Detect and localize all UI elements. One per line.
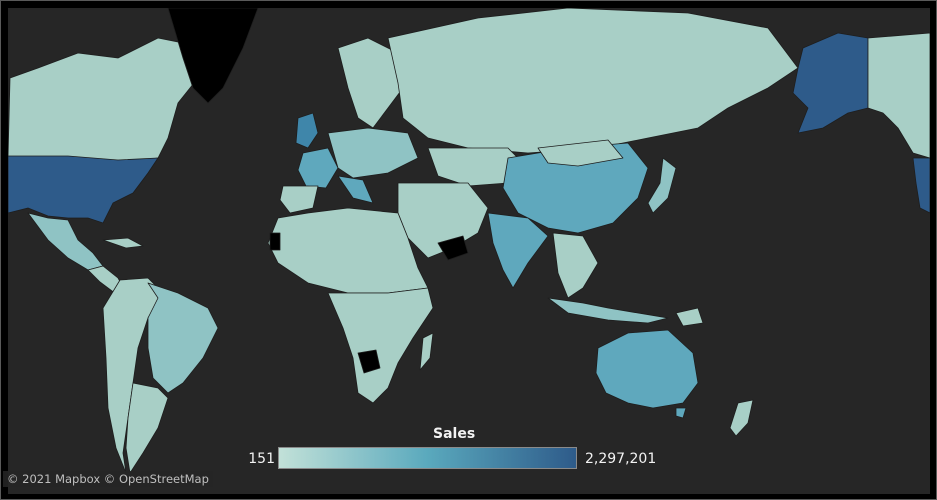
southeast-asia[interactable] — [552, 232, 599, 299]
mexico[interactable] — [27, 212, 104, 271]
western-sahara[interactable] — [269, 232, 281, 251]
botswana[interactable] — [357, 349, 381, 374]
argentina[interactable] — [125, 382, 169, 474]
usa-west-wrap[interactable] — [912, 157, 930, 214]
new-zealand[interactable] — [729, 399, 754, 437]
greenland[interactable] — [167, 8, 259, 104]
indonesia[interactable] — [547, 297, 669, 324]
france[interactable] — [297, 147, 339, 189]
sales-legend: Sales 151 2,297,201 — [241, 426, 671, 476]
cuba[interactable] — [102, 237, 144, 249]
legend-color-ramp — [278, 447, 577, 469]
brazil[interactable] — [147, 282, 219, 394]
india[interactable] — [487, 212, 549, 289]
legend-title: Sales — [433, 426, 476, 442]
map-canvas[interactable] — [8, 8, 930, 494]
madagascar[interactable] — [419, 332, 434, 371]
world-map[interactable] — [8, 8, 930, 494]
canada-east-wrap[interactable] — [867, 32, 930, 159]
japan[interactable] — [647, 157, 677, 214]
russia[interactable] — [387, 8, 799, 154]
italy-balkans[interactable] — [337, 175, 374, 204]
uk[interactable] — [295, 112, 319, 149]
central-europe[interactable] — [327, 127, 419, 179]
iberia[interactable] — [279, 185, 319, 214]
legend-min-value: 151 — [248, 451, 275, 467]
alaska[interactable] — [792, 32, 869, 134]
legend-max-value: 2,297,201 — [585, 451, 657, 467]
usa[interactable] — [8, 155, 159, 224]
scandinavia[interactable] — [337, 37, 404, 129]
tasmania[interactable] — [675, 407, 687, 419]
papua[interactable] — [675, 307, 704, 327]
arabia-oman[interactable] — [437, 235, 469, 261]
africa-central[interactable] — [327, 287, 434, 404]
map-attribution[interactable]: © 2021 Mapbox © OpenStreetMap — [3, 471, 213, 487]
mongolia[interactable] — [537, 139, 624, 167]
australia[interactable] — [595, 329, 699, 409]
